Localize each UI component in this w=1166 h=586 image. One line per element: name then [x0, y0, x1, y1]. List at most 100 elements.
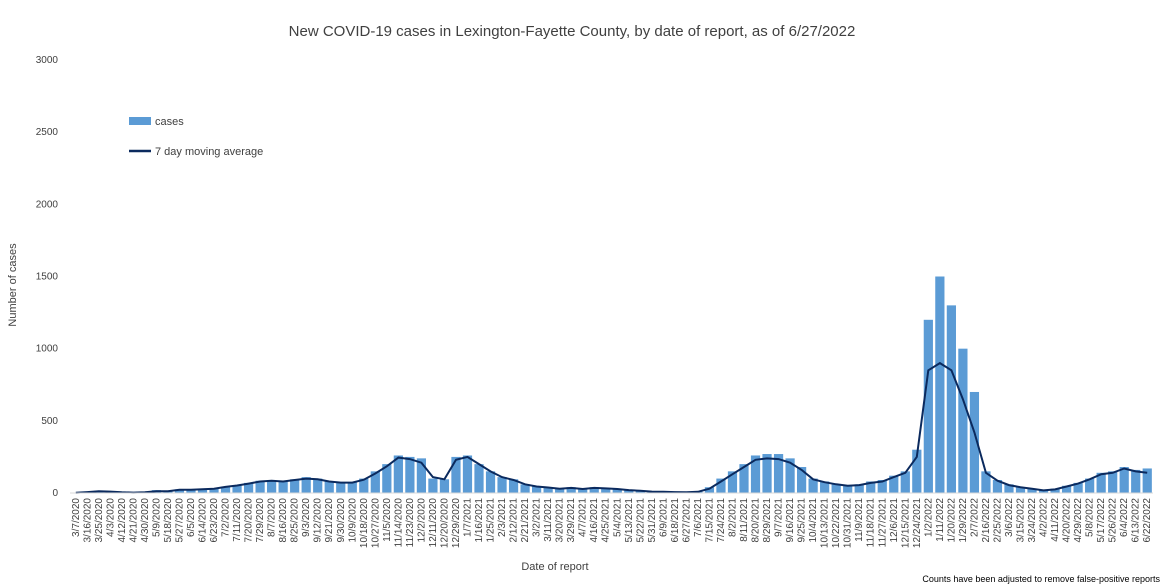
y-tick-label: 3000 — [36, 55, 59, 66]
x-tick-label: 10/9/2020 — [347, 498, 358, 543]
x-tick-label: 12/29/2020 — [451, 498, 462, 548]
x-tick-label: 5/22/2021 — [635, 498, 646, 543]
case-bar — [497, 477, 507, 493]
case-bar — [808, 478, 818, 493]
legend-ma-label: 7 day moving average — [155, 146, 263, 158]
case-bar — [750, 455, 761, 493]
case-bar — [762, 454, 772, 493]
case-bar — [255, 480, 265, 493]
moving-average-line — [75, 361, 1148, 494]
x-tick-label: 6/23/2020 — [209, 498, 220, 543]
x-tick-label: 2/7/2022 — [969, 498, 980, 537]
x-tick-label: 7/2/2020 — [221, 498, 232, 537]
x-tick-label: 4/30/2020 — [140, 498, 151, 543]
x-tick-label: 4/2/2022 — [1039, 498, 1050, 537]
x-tick-label: 12/24/2021 — [912, 498, 923, 548]
x-tick-label: 2/21/2021 — [520, 498, 531, 543]
x-tick-label: 1/25/2021 — [486, 498, 497, 543]
x-tick-label: 2/16/2022 — [981, 498, 992, 543]
x-tick-label: 8/25/2020 — [290, 498, 301, 543]
y-tick-label: 2000 — [36, 199, 59, 210]
x-tick-label: 12/15/2021 — [900, 498, 911, 548]
case-bar — [520, 484, 530, 493]
case-bar — [1142, 468, 1152, 493]
case-bar — [1096, 472, 1106, 493]
case-bar — [716, 478, 726, 493]
x-tick-label: 10/27/2020 — [370, 498, 381, 548]
x-tick-label: 8/20/2021 — [751, 498, 762, 543]
case-bar — [439, 479, 450, 493]
case-bar — [428, 478, 438, 493]
x-tick-label: 11/23/2020 — [405, 498, 416, 548]
x-tick-label: 6/18/2021 — [670, 498, 681, 543]
case-bar — [785, 458, 795, 493]
y-tick-label: 0 — [52, 488, 58, 499]
case-bar — [854, 484, 864, 493]
case-bar — [1004, 484, 1014, 493]
x-axis-ticks: 3/7/2020 3/16/2020 3/25/2020 4/3/2020 4/12/2… — [71, 498, 1153, 548]
case-bar — [405, 456, 415, 493]
case-bar — [209, 488, 219, 493]
x-tick-label: 3/29/2021 — [566, 498, 577, 543]
case-bar — [831, 484, 841, 493]
case-bar — [727, 471, 738, 493]
x-axis-title: Date of report — [521, 561, 588, 573]
x-tick-label: 3/11/2021 — [543, 498, 554, 542]
case-bar — [912, 449, 922, 493]
case-bar — [555, 488, 565, 493]
x-tick-label: 9/7/2021 — [774, 498, 785, 537]
cases-bars — [71, 276, 1152, 493]
x-tick-label: 8/11/2021 — [739, 498, 750, 542]
case-bar — [1119, 467, 1129, 493]
x-tick-label: 12/6/2021 — [889, 498, 900, 543]
x-tick-label: 3/15/2022 — [1016, 498, 1027, 543]
case-bar — [451, 456, 461, 493]
x-tick-label: 1/11/2022 — [935, 498, 946, 542]
x-tick-label: 4/29/2022 — [1073, 498, 1084, 543]
x-tick-label: 7/6/2021 — [693, 498, 704, 537]
x-tick-label: 5/18/2020 — [163, 498, 174, 543]
x-tick-label: 4/12/2020 — [117, 498, 128, 543]
x-tick-label: 4/3/2020 — [105, 498, 116, 537]
x-tick-label: 7/20/2020 — [244, 498, 255, 543]
y-tick-label: 1000 — [36, 344, 59, 355]
x-tick-label: 1/16/2021 — [474, 498, 485, 543]
case-bar — [889, 475, 899, 493]
case-bar — [232, 485, 242, 493]
x-tick-label: 10/13/2021 — [820, 498, 831, 548]
legend-cases-swatch — [129, 117, 151, 125]
x-tick-label: 8/2/2021 — [727, 498, 738, 537]
x-tick-label: 1/2/2022 — [923, 498, 934, 537]
case-bar — [843, 485, 853, 493]
case-bar — [969, 391, 980, 493]
x-tick-label: 5/27/2020 — [174, 498, 185, 543]
case-bar — [1050, 488, 1060, 493]
y-tick-label: 1500 — [36, 272, 59, 283]
x-tick-label: 4/21/2020 — [128, 498, 139, 543]
case-bar — [1085, 478, 1095, 493]
case-bar — [347, 482, 357, 493]
case-bar — [278, 481, 288, 493]
legend-cases-label: cases — [155, 116, 184, 128]
x-tick-label: 3/25/2020 — [94, 498, 105, 543]
y-axis-title: Number of cases — [7, 243, 19, 327]
x-tick-label: 4/11/2022 — [1050, 498, 1061, 542]
x-tick-label: 12/20/2020 — [439, 498, 450, 548]
x-tick-label: 11/27/2021 — [877, 498, 888, 548]
case-bar — [958, 348, 968, 493]
case-bar — [1073, 482, 1083, 493]
case-bar — [566, 487, 576, 493]
x-tick-label: 10/22/2021 — [831, 498, 842, 548]
legend: cases 7 day moving average — [129, 116, 263, 158]
case-bar — [866, 481, 876, 493]
case-bar — [416, 458, 427, 493]
case-bar — [174, 489, 185, 493]
case-bar — [704, 487, 715, 493]
case-bar — [946, 305, 956, 493]
x-tick-label: 11/14/2020 — [393, 498, 404, 548]
x-tick-label: 11/9/2021 — [854, 498, 865, 542]
case-bar — [532, 486, 542, 493]
case-bar — [981, 471, 991, 493]
x-tick-label: 1/7/2021 — [462, 498, 473, 537]
